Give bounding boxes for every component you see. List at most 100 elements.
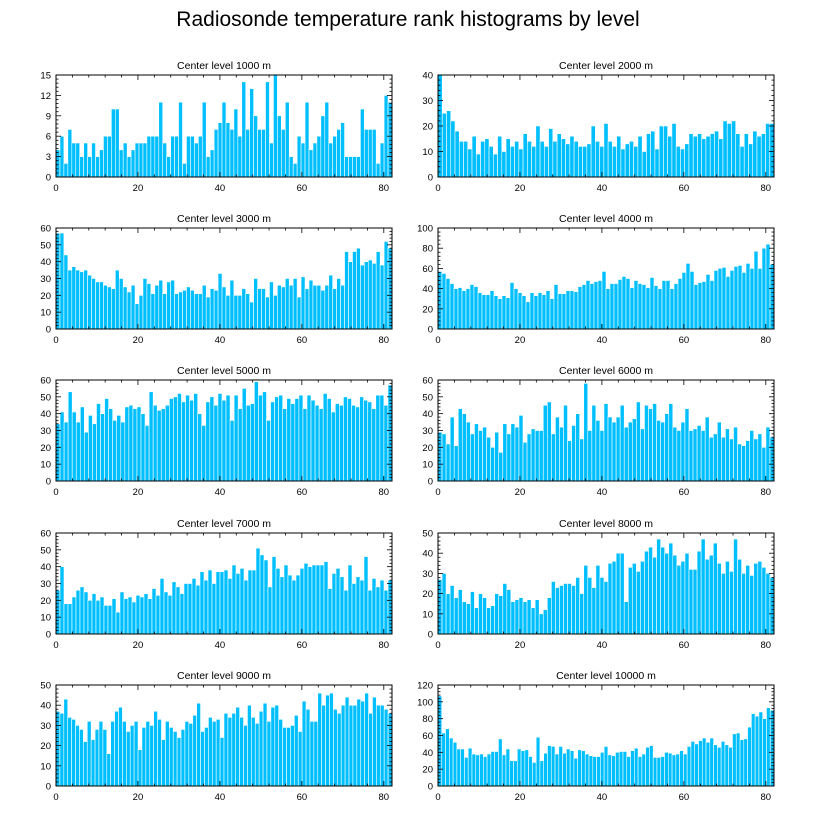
histogram-bar [634, 747, 639, 787]
histogram-bar [150, 135, 156, 178]
histogram-bar [379, 704, 385, 787]
histogram-bar [481, 294, 487, 330]
histogram-bar [582, 146, 588, 178]
histogram-bar [122, 142, 128, 178]
histogram-bar [509, 282, 515, 330]
histogram-bar [55, 423, 61, 482]
histogram-bar [241, 288, 247, 330]
histogram-bar [134, 142, 140, 178]
x-tick-label: 20 [515, 487, 526, 498]
histogram-bar [460, 748, 465, 787]
histogram-bar [588, 755, 594, 787]
histogram-bar [87, 156, 92, 178]
histogram-bar [494, 593, 500, 635]
panel-7: Center level 7000 m 0 20 40 60 80 0 10 20 30 40 50 6… [40, 518, 393, 651]
histogram-bar [319, 564, 325, 635]
histogram-bar [195, 584, 201, 635]
histogram-bar [474, 607, 479, 635]
histogram-bar [514, 599, 520, 635]
histogram-bar [169, 727, 174, 787]
histogram-bar [303, 562, 309, 635]
histogram-bar [257, 129, 262, 178]
histogram-bar [270, 706, 276, 787]
histogram-bar [174, 293, 179, 330]
histogram-bar [219, 737, 225, 787]
histogram-bar [103, 284, 108, 330]
histogram-bar [563, 404, 568, 482]
histogram-bar [517, 292, 523, 330]
histogram-bar [513, 760, 518, 787]
histogram-bar [556, 133, 562, 178]
histogram-bar [505, 297, 511, 330]
histogram-bar [286, 727, 291, 787]
histogram-bar [282, 727, 287, 787]
histogram-bar [100, 413, 105, 482]
histogram-bar [611, 755, 616, 787]
histogram-bar [620, 148, 626, 178]
histogram-bar [743, 133, 749, 178]
histogram-bar [681, 272, 687, 330]
histogram-bar [567, 583, 572, 635]
histogram-bar [498, 595, 504, 635]
histogram-bar [146, 283, 152, 330]
histogram-bar [106, 753, 111, 787]
histogram-bar [128, 404, 134, 482]
histogram-bar [474, 423, 479, 482]
histogram-bar [221, 101, 227, 178]
histogram-bar [273, 74, 278, 178]
histogram-bar [348, 704, 354, 787]
histogram-bar [701, 737, 707, 787]
histogram-bar [457, 287, 463, 330]
histogram-bar [114, 269, 120, 330]
histogram-bar [251, 569, 257, 635]
histogram-bar [304, 288, 310, 330]
histogram-bar [704, 416, 710, 482]
histogram-bar [506, 589, 512, 635]
histogram-bar [603, 746, 609, 787]
histogram-bar [573, 757, 578, 787]
histogram-bar [367, 129, 373, 178]
histogram-bar [562, 752, 567, 787]
histogram-bar [275, 568, 281, 635]
histogram-bar [667, 752, 673, 787]
histogram-bar [160, 408, 166, 482]
histogram-bar [311, 564, 317, 635]
y-tick-label: 30 [422, 569, 433, 580]
plot-frame [437, 227, 775, 330]
histogram-bar [227, 717, 233, 787]
histogram-bar [115, 611, 121, 635]
y-tick-label: 10 [422, 460, 433, 471]
histogram-bar [336, 129, 341, 178]
histogram-bar [292, 163, 298, 178]
histogram-bar [636, 401, 641, 482]
y-tick-label: 40 [422, 71, 433, 82]
histogram-bar [379, 579, 385, 635]
histogram-bar [587, 577, 593, 635]
histogram-bar [494, 751, 499, 787]
histogram-bar [612, 146, 617, 178]
histogram-bar [209, 149, 215, 178]
histogram-bar [299, 568, 305, 635]
histogram-bar [728, 746, 733, 787]
histogram-bar [282, 408, 288, 482]
histogram-bar [271, 556, 277, 635]
histogram-bar [692, 428, 698, 482]
histogram-bar [579, 593, 585, 635]
x-tick-label: 40 [215, 792, 226, 803]
histogram-bar [175, 586, 181, 635]
x-tick-label: 0 [53, 487, 58, 498]
histogram-bar [198, 135, 203, 178]
histogram-bar [337, 712, 342, 787]
histogram-bar [445, 593, 451, 635]
histogram-bar [593, 281, 599, 330]
histogram-bar [688, 133, 694, 178]
y-tick-label: 40 [422, 409, 433, 420]
histogram-bar [636, 571, 641, 635]
histogram-bar [63, 698, 69, 787]
histogram-bar [470, 591, 475, 635]
histogram-bar [688, 569, 694, 635]
histogram-bar [261, 129, 266, 178]
x-tick-label: 0 [53, 792, 58, 803]
histogram-bar [633, 280, 639, 330]
y-tick-label: 20 [422, 122, 433, 133]
